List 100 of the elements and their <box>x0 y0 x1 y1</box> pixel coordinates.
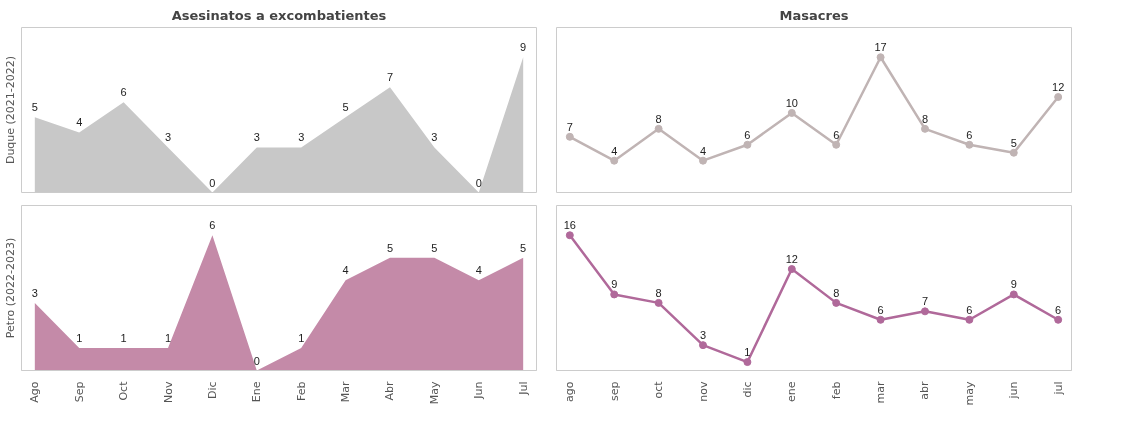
point <box>1054 315 1063 324</box>
point <box>787 265 796 274</box>
x-tick-label: Sep <box>72 381 86 403</box>
data-label: 3 <box>253 131 260 144</box>
data-label: 3 <box>431 131 438 144</box>
chart-title: Asesinatos a excombatientes <box>171 7 387 23</box>
point <box>610 156 619 165</box>
data-label: 8 <box>833 286 840 299</box>
x-tick-label: Jun <box>472 381 486 400</box>
data-label: 6 <box>1055 303 1062 316</box>
chart-title: Masacres <box>779 7 849 23</box>
point <box>1054 93 1063 102</box>
x-tick-label: may <box>962 381 976 406</box>
x-tick-label: Ago <box>28 381 42 403</box>
data-label: 3 <box>699 329 707 342</box>
data-label: 7 <box>921 295 929 308</box>
data-label: 8 <box>655 112 662 125</box>
data-label: 4 <box>611 144 618 157</box>
data-label: 7 <box>566 120 573 133</box>
y-axis-title: Petro (2022-2023) <box>3 237 17 339</box>
data-label: 8 <box>655 286 662 299</box>
data-label: 5 <box>1010 136 1017 149</box>
data-label: 4 <box>699 144 707 157</box>
point <box>832 298 841 307</box>
data-label: 4 <box>475 264 482 277</box>
x-tick-label: ago <box>563 381 577 402</box>
data-label: 17 <box>874 41 887 54</box>
x-tick-label: Mar <box>339 381 353 403</box>
data-label: 6 <box>877 303 884 316</box>
x-tick-label: feb <box>829 381 843 400</box>
point <box>699 341 708 350</box>
data-label: 3 <box>31 286 38 299</box>
data-label: 4 <box>76 116 83 129</box>
point <box>1009 290 1018 299</box>
x-tick-label: Nov <box>161 381 175 403</box>
point <box>920 307 929 316</box>
x-tick-label: Jul <box>516 381 530 396</box>
data-label: 6 <box>966 303 973 316</box>
data-label: 6 <box>744 128 751 141</box>
data-label: 8 <box>921 112 929 125</box>
data-label: 1 <box>164 331 172 344</box>
point <box>565 132 574 141</box>
x-tick-label: oct <box>652 380 666 399</box>
data-label: 9 <box>520 41 527 54</box>
point <box>699 156 708 165</box>
data-label: 6 <box>209 219 216 232</box>
point <box>920 124 929 133</box>
point <box>654 124 663 133</box>
data-label: 1 <box>744 346 751 359</box>
point <box>610 290 619 299</box>
x-tick-label: Abr <box>383 381 397 401</box>
data-label: 4 <box>342 264 349 277</box>
data-label: 10 <box>785 96 798 109</box>
data-label: 1 <box>298 331 305 344</box>
data-label: 16 <box>563 219 576 232</box>
x-tick-label: ene <box>785 381 799 403</box>
x-tick-label: Feb <box>294 381 308 401</box>
data-label: 12 <box>1052 81 1065 94</box>
y-axis-title: Duque (2021-2022) <box>3 55 17 165</box>
data-label: 5 <box>342 101 349 114</box>
x-tick-label: nov <box>696 381 710 402</box>
x-tick-label: Ene <box>250 381 264 403</box>
point <box>565 231 574 240</box>
data-label: 5 <box>31 101 38 114</box>
point <box>743 140 752 149</box>
point <box>876 53 885 62</box>
data-label: 5 <box>386 241 394 254</box>
data-label: 6 <box>833 128 840 141</box>
x-tick-label: mar <box>874 381 888 404</box>
data-label: 6 <box>966 128 973 141</box>
x-tick-label: Dic <box>205 381 219 400</box>
data-label: 5 <box>431 241 438 254</box>
data-label: 5 <box>520 241 527 254</box>
data-label: 3 <box>298 131 305 144</box>
data-label: 0 <box>475 176 482 189</box>
x-tick-label: dic <box>740 381 754 398</box>
x-tick-label: Oct <box>117 380 131 401</box>
data-label: 1 <box>120 331 127 344</box>
data-label: 3 <box>164 131 172 144</box>
point <box>654 298 663 307</box>
point <box>876 315 885 324</box>
data-label: 12 <box>785 253 798 266</box>
data-label: 6 <box>120 86 127 99</box>
data-label: 7 <box>386 71 394 84</box>
data-label: 1 <box>76 331 83 344</box>
data-label: 9 <box>611 278 618 291</box>
point <box>832 140 841 149</box>
x-tick-label: abr <box>918 381 932 400</box>
point <box>965 140 974 149</box>
point <box>787 108 796 117</box>
data-label: 9 <box>1010 278 1017 291</box>
point <box>965 315 974 324</box>
data-label: 0 <box>253 354 260 367</box>
x-tick-label: sep <box>607 381 621 401</box>
x-tick-label: jul <box>1051 381 1065 396</box>
x-tick-label: jun <box>1007 381 1021 400</box>
point <box>743 358 752 367</box>
data-label: 0 <box>209 176 216 189</box>
point <box>1009 148 1018 157</box>
x-tick-label: May <box>427 381 441 405</box>
